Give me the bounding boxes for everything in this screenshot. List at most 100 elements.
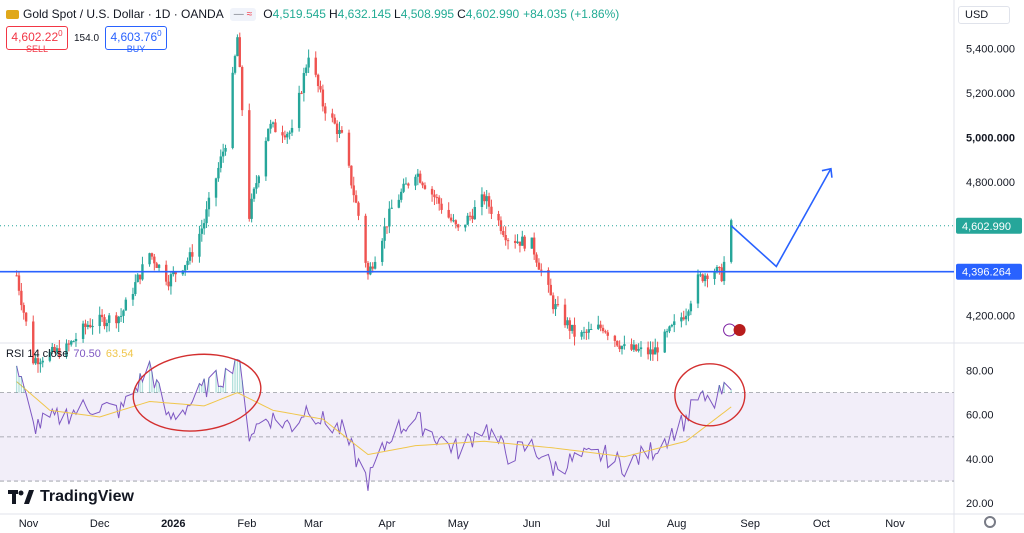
candle-body <box>207 197 211 210</box>
candle-body <box>566 320 569 326</box>
candle-body <box>186 260 189 266</box>
time-tick-label: Nov <box>19 518 39 530</box>
candle-body <box>131 294 135 300</box>
candle-body <box>319 86 322 90</box>
candle-body <box>618 345 621 350</box>
candle-body <box>150 253 154 257</box>
projection-path[interactable] <box>730 168 832 268</box>
candle-body <box>91 326 94 328</box>
settings-icon[interactable] <box>984 516 996 528</box>
symbol-legend: Gold Spot / U.S. Dollar · 1D · OANDA — ≈… <box>6 5 619 23</box>
candle-body <box>540 269 543 271</box>
candle-body <box>233 56 237 73</box>
candle-body <box>157 264 161 268</box>
sell-button[interactable]: 4,602.220 SELL <box>6 26 68 54</box>
candle-body <box>240 66 244 111</box>
candle-body <box>255 183 258 189</box>
candle-body <box>518 241 522 246</box>
candle-body <box>70 341 73 345</box>
candle-body <box>632 344 636 350</box>
candle-body <box>400 191 403 200</box>
candle-body <box>532 237 536 255</box>
candle-body <box>673 321 676 325</box>
candle-body <box>601 327 605 332</box>
candle-body <box>684 315 688 320</box>
candle-body <box>490 206 493 214</box>
wave-icon: ≈ <box>246 8 253 20</box>
rsi-tick-label: 40.00 <box>966 454 994 466</box>
tradingview-logo[interactable]: TradingView <box>8 488 134 506</box>
candle-body <box>485 196 488 202</box>
buy-button[interactable]: 4,603.760 BUY <box>105 26 168 54</box>
candle-body <box>373 261 377 269</box>
annotation-ellipse[interactable] <box>129 348 264 437</box>
buy-price-sup: 0 <box>157 29 162 38</box>
rsi-legend-name[interactable]: RSI 14 close <box>6 348 69 360</box>
candle-body <box>331 113 334 118</box>
candle-body <box>506 240 510 242</box>
candle-body <box>302 72 306 93</box>
candle-body <box>136 274 139 283</box>
candle-body <box>55 348 59 353</box>
candle-body <box>535 254 538 263</box>
candle-body <box>497 213 500 221</box>
candle-body <box>200 228 203 234</box>
minus-icon: — <box>233 8 244 20</box>
candle-body <box>447 209 450 218</box>
candle-body <box>269 123 272 129</box>
candle-body <box>236 37 239 57</box>
candle-body <box>51 346 54 352</box>
buy-label: BUY <box>126 44 146 54</box>
candle-body <box>620 346 624 350</box>
candle-body <box>385 226 389 228</box>
candle-body <box>487 196 491 207</box>
candle-body <box>217 167 220 179</box>
candle-body <box>454 220 458 225</box>
price-tick-label: 4,200.000 <box>966 310 1015 322</box>
candle-body <box>663 331 666 353</box>
trade-panel: 4,602.220 SELL 154.0 4,603.760 BUY <box>6 26 168 54</box>
visibility-toggle[interactable]: — ≈ <box>229 7 257 21</box>
candle-body <box>281 132 284 136</box>
candle-body <box>623 344 626 347</box>
candle-body <box>138 274 142 280</box>
candle-body <box>257 176 260 184</box>
candle-body <box>397 199 401 208</box>
candle-body <box>430 188 434 195</box>
candle-body <box>423 185 427 189</box>
candle-body <box>556 304 560 306</box>
candle-body <box>440 203 443 210</box>
currency-select[interactable]: USD <box>958 6 1010 24</box>
candle-body <box>630 344 633 350</box>
annotation-ellipse[interactable] <box>674 363 746 427</box>
candle-body <box>41 360 44 363</box>
candle-body <box>221 151 225 157</box>
candle-body <box>115 315 118 324</box>
candle-body <box>404 183 408 185</box>
candle-body <box>551 295 555 310</box>
last-price-label: 4,602.990 <box>962 221 1011 233</box>
candle-body <box>665 331 669 333</box>
candle-body <box>198 233 201 257</box>
candle-body <box>316 74 320 87</box>
candle-body <box>369 266 372 275</box>
symbol-title[interactable]: Gold Spot / U.S. Dollar · 1D · OANDA <box>23 7 224 21</box>
candle-body <box>502 231 505 236</box>
ohlc-high-key: H <box>328 7 338 21</box>
rsi-tick-label: 20.00 <box>966 498 994 510</box>
candle-body <box>649 349 652 355</box>
us-flag-icon[interactable] <box>733 324 746 336</box>
rsi-ma-legend-value: 63.54 <box>105 348 134 360</box>
candle-body <box>119 315 123 317</box>
candle-body <box>383 226 386 241</box>
candle-body <box>689 303 693 312</box>
candle-body <box>568 320 571 331</box>
candle-body <box>449 217 453 221</box>
buy-price-main: 4,603.76 <box>110 30 158 44</box>
candle-body <box>483 194 486 202</box>
candle-body <box>105 322 109 327</box>
candle-body <box>252 188 256 199</box>
time-tick-label: May <box>448 518 469 530</box>
